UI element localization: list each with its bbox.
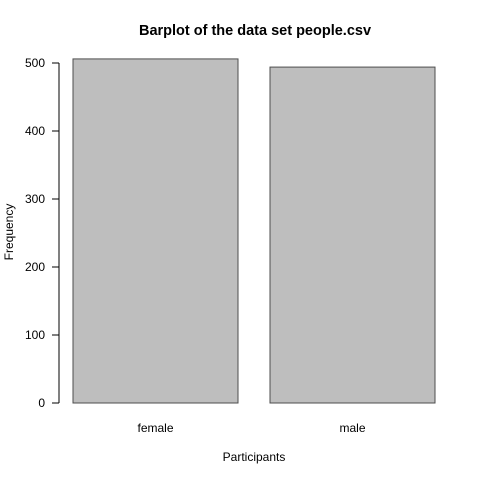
y-tick-label: 0 <box>38 396 45 410</box>
y-axis: 0 100 200 300 400 500 <box>25 56 60 410</box>
x-tick-label: male <box>339 421 365 435</box>
y-tick-label: 300 <box>25 192 45 206</box>
chart-title: Barplot of the data set people.csv <box>139 23 371 39</box>
x-tick-label: female <box>137 421 173 435</box>
x-axis-label: Participants <box>223 450 286 464</box>
bar-male <box>269 66 436 404</box>
x-axis-ticks: female male <box>137 421 365 435</box>
y-tick-label: 500 <box>25 56 45 70</box>
y-tick-label: 400 <box>25 124 45 138</box>
y-axis-label: Frequency <box>2 204 16 261</box>
y-tick-label: 200 <box>25 260 45 274</box>
bars <box>72 58 436 404</box>
y-tick-label: 100 <box>25 328 45 342</box>
bar-female <box>72 58 239 404</box>
